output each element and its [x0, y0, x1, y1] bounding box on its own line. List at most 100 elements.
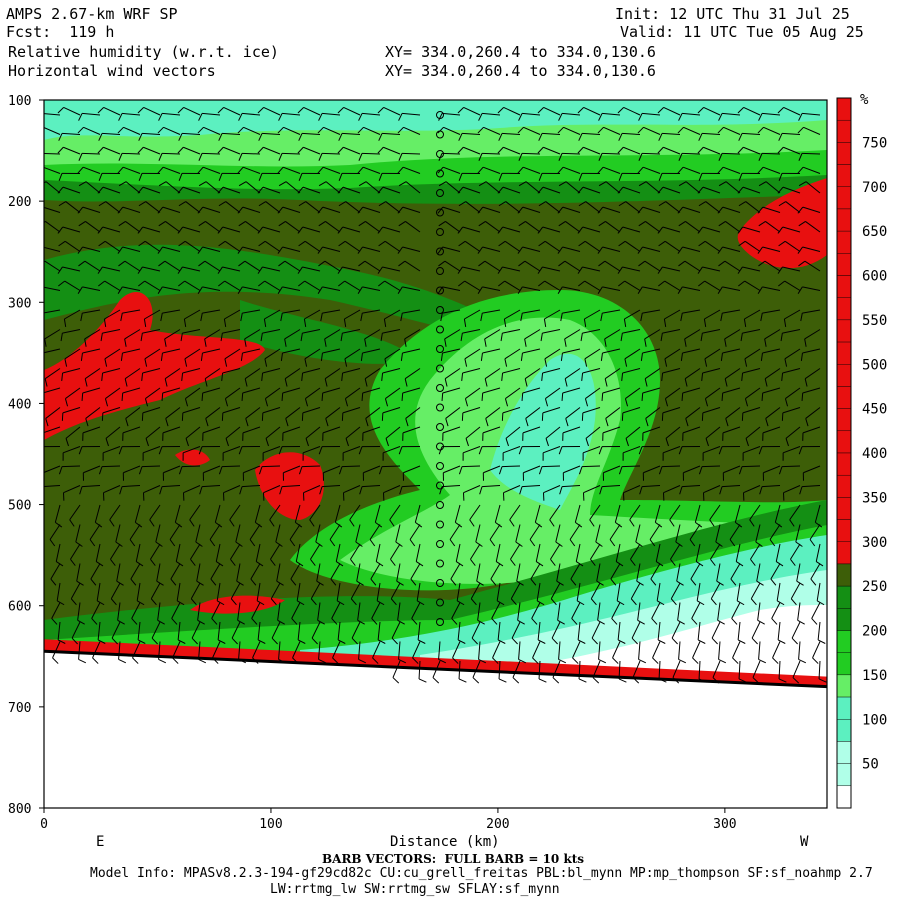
- wind-barb-flag: [377, 639, 386, 644]
- wind-barb-shaft: [442, 206, 461, 213]
- wind-barb-flag: [380, 333, 383, 342]
- wind-barb-shaft: [502, 132, 521, 135]
- wind-barb-flag: [218, 173, 223, 181]
- wind-barb-shaft: [705, 426, 721, 439]
- wind-barb-shaft: [164, 368, 181, 380]
- wind-barb-shaft: [382, 368, 401, 374]
- wind-barb-shaft: [271, 621, 281, 639]
- wind-barb-shaft: [44, 329, 61, 340]
- wind-barb-flag: [229, 519, 235, 527]
- wind-barb-flag: [329, 539, 336, 547]
- wind-barb-shaft: [805, 221, 821, 233]
- wind-barb-flag: [155, 541, 163, 547]
- wind-barb-flag: [337, 146, 344, 154]
- wind-barb-flag: [296, 600, 305, 606]
- wind-barb-shaft: [202, 286, 221, 291]
- wind-barb-shaft: [324, 260, 341, 272]
- wind-barb-shaft: [575, 543, 581, 562]
- wind-barb-flag: [758, 260, 766, 267]
- wind-barb-flag: [758, 153, 763, 161]
- wind-barb-shaft: [304, 280, 321, 291]
- wind-barb-shaft: [664, 348, 681, 360]
- wind-barb-flag: [764, 378, 768, 387]
- wind-barb-flag: [777, 186, 784, 194]
- wind-barb-flag: [357, 619, 365, 625]
- wind-barb-shaft: [62, 368, 81, 374]
- wind-barb-shaft: [477, 602, 481, 621]
- wind-barb-flag: [177, 146, 184, 154]
- wind-barb-flag: [317, 126, 324, 134]
- wind-barb-flag: [759, 486, 763, 495]
- wind-barb-flag: [371, 618, 378, 625]
- wind-barb-flag: [597, 286, 603, 294]
- wind-barb-flag: [695, 521, 703, 528]
- wind-barb-shaft: [372, 641, 381, 659]
- wind-barb-shaft: [665, 387, 681, 399]
- wind-barb-flag: [776, 600, 785, 606]
- wind-barb-flag: [298, 133, 303, 141]
- wind-barb-shaft: [162, 309, 181, 314]
- wind-barb-shaft: [785, 387, 801, 399]
- wind-barb-shaft: [325, 181, 341, 194]
- wind-barb-shaft: [804, 260, 821, 272]
- wind-barb-shaft: [518, 641, 521, 660]
- wind-barb-shaft: [191, 621, 201, 639]
- wind-barb-shaft: [750, 582, 761, 599]
- wind-barb-shaft: [722, 485, 741, 488]
- wind-barb-shaft: [543, 106, 561, 116]
- wind-barb-shaft: [165, 181, 181, 194]
- wind-barb-shaft: [762, 426, 781, 434]
- wind-barb-flag: [318, 260, 326, 267]
- wind-barb-shaft: [242, 206, 261, 213]
- wind-barb-shaft: [725, 221, 741, 233]
- wind-barb-shaft: [182, 226, 201, 233]
- wind-barb-flag: [257, 226, 264, 234]
- wind-barb-shaft: [402, 112, 421, 116]
- wind-barb-flag: [504, 358, 508, 367]
- wind-barb-shaft: [382, 266, 401, 272]
- wind-barb-shaft: [356, 563, 361, 582]
- wind-barb-flag: [797, 166, 804, 174]
- wind-barb-flag: [240, 352, 243, 362]
- wind-barb-flag: [97, 146, 104, 154]
- wind-barb-flag: [224, 398, 229, 407]
- wind-barb-shaft: [590, 582, 601, 599]
- wind-barb-shaft: [678, 641, 681, 660]
- wind-barb-flag: [677, 246, 683, 254]
- wind-barb-flag: [478, 658, 487, 664]
- wind-barb-flag: [696, 600, 705, 606]
- wind-barb-shaft: [498, 660, 501, 680]
- wind-barb-flag: [145, 438, 149, 447]
- wind-barb-flag: [237, 619, 245, 625]
- wind-barb-flag: [437, 166, 444, 174]
- wind-barb-flag: [658, 466, 663, 475]
- colorbar-bin: [836, 719, 852, 742]
- wind-barb-flag: [120, 313, 123, 322]
- wind-barb-shaft: [723, 465, 741, 474]
- wind-barb-shaft: [761, 152, 781, 155]
- wind-barb-flag: [815, 521, 823, 528]
- wind-barb-shaft: [744, 280, 761, 291]
- wind-barb-flag: [740, 333, 743, 342]
- wind-barb-shaft: [84, 260, 101, 272]
- wind-barb-flag: [600, 352, 603, 362]
- wind-barb-shaft: [731, 602, 741, 619]
- wind-barb-flag: [271, 637, 278, 645]
- wind-barb-shaft: [769, 524, 781, 540]
- wind-barb-flag: [709, 519, 715, 527]
- wind-barb-shaft: [116, 563, 121, 582]
- wind-barb-flag: [592, 677, 600, 684]
- wind-barb-flag: [345, 438, 349, 447]
- wind-barb-shaft: [111, 621, 121, 639]
- wind-barb-flag: [757, 286, 763, 294]
- wind-barb-shaft: [654, 504, 661, 523]
- wind-barb-shaft: [45, 181, 61, 194]
- wind-barb-shaft: [802, 206, 821, 213]
- wind-barb-flag: [255, 521, 263, 528]
- wind-barb-flag: [315, 541, 323, 547]
- wind-barb-shaft: [345, 201, 361, 213]
- wind-barb-flag: [798, 446, 803, 455]
- wind-barb-flag: [77, 206, 84, 214]
- wind-barb-shaft: [322, 246, 341, 252]
- wind-barb-shaft: [123, 465, 141, 474]
